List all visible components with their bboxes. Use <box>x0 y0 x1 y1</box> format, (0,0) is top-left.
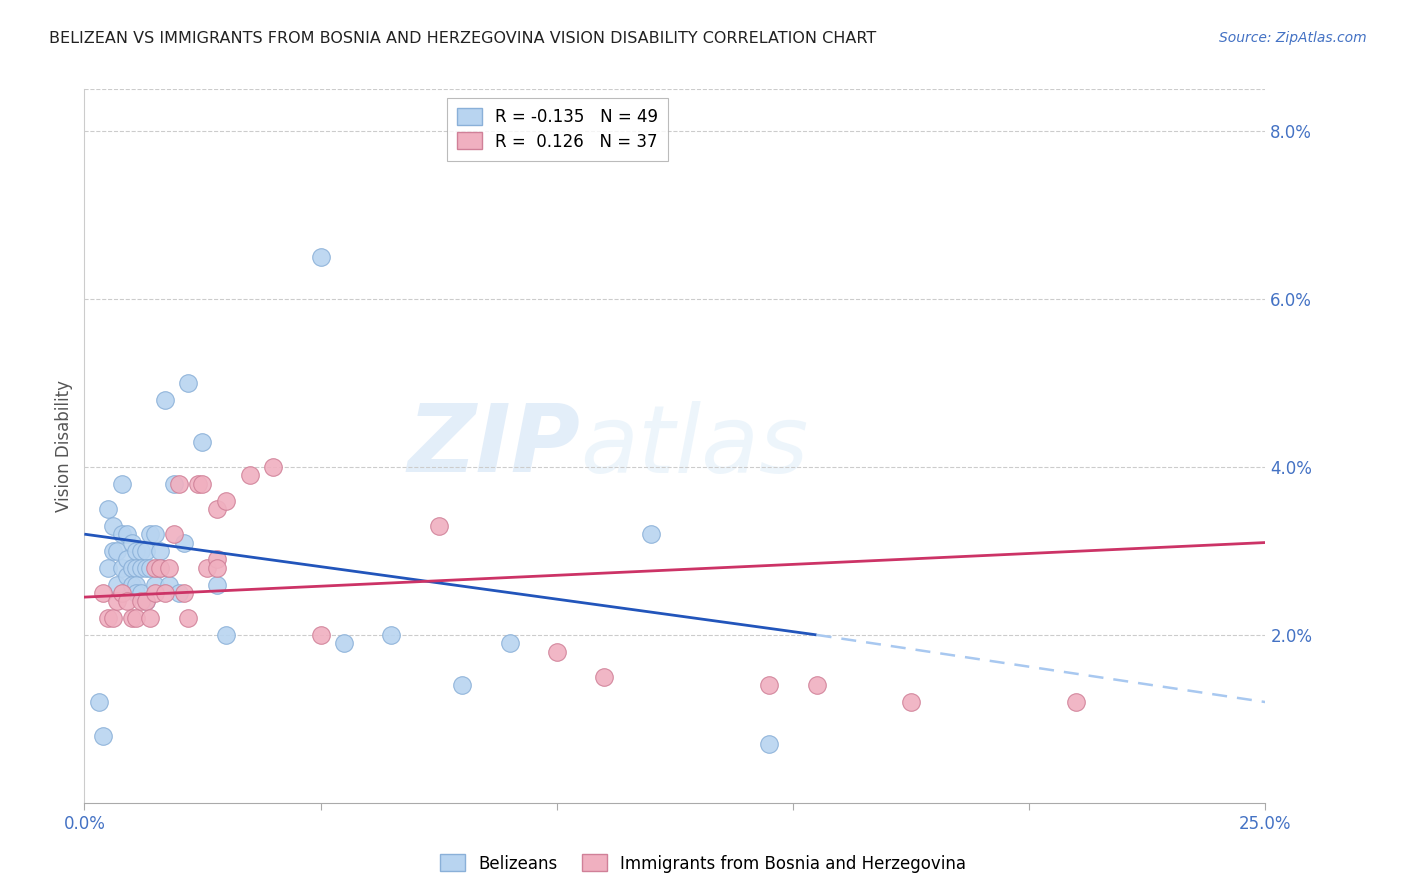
Point <box>121 535 143 549</box>
Point <box>125 611 148 625</box>
Point <box>129 560 152 574</box>
Point <box>215 628 238 642</box>
Point <box>239 468 262 483</box>
Point <box>167 476 190 491</box>
Point <box>498 636 520 650</box>
Point <box>125 577 148 591</box>
Point <box>153 586 176 600</box>
Point <box>177 611 200 625</box>
Point <box>380 628 402 642</box>
Point <box>157 577 180 591</box>
Text: BELIZEAN VS IMMIGRANTS FROM BOSNIA AND HERZEGOVINA VISION DISABILITY CORRELATION: BELIZEAN VS IMMIGRANTS FROM BOSNIA AND H… <box>49 31 876 46</box>
Point <box>149 544 172 558</box>
Point <box>758 678 780 692</box>
Point <box>758 737 780 751</box>
Point <box>129 544 152 558</box>
Point <box>87 695 110 709</box>
Legend: Belizeans, Immigrants from Bosnia and Herzegovina: Belizeans, Immigrants from Bosnia and He… <box>433 847 973 880</box>
Point <box>593 670 616 684</box>
Legend: R = -0.135   N = 49, R =  0.126   N = 37: R = -0.135 N = 49, R = 0.126 N = 37 <box>447 97 668 161</box>
Point <box>215 493 238 508</box>
Point <box>139 560 162 574</box>
Point <box>97 502 120 516</box>
Point <box>135 594 157 608</box>
Point <box>163 476 186 491</box>
Point <box>191 476 214 491</box>
Point <box>129 594 152 608</box>
Point <box>262 460 284 475</box>
Point <box>149 560 172 574</box>
Point <box>125 586 148 600</box>
Point <box>333 636 356 650</box>
Point <box>173 586 195 600</box>
Point <box>143 527 166 541</box>
Point <box>153 392 176 407</box>
Point <box>101 518 124 533</box>
Point <box>91 729 114 743</box>
Point <box>107 577 129 591</box>
Point <box>121 577 143 591</box>
Point <box>191 434 214 449</box>
Point <box>121 611 143 625</box>
Point <box>177 376 200 390</box>
Point <box>309 250 332 264</box>
Point <box>205 560 228 574</box>
Point <box>111 527 134 541</box>
Point <box>135 544 157 558</box>
Point <box>900 695 922 709</box>
Point <box>97 560 120 574</box>
Point <box>115 594 138 608</box>
Point <box>173 535 195 549</box>
Point <box>143 577 166 591</box>
Point <box>111 586 134 600</box>
Point <box>205 577 228 591</box>
Text: atlas: atlas <box>581 401 808 491</box>
Point <box>187 476 209 491</box>
Point <box>451 678 474 692</box>
Y-axis label: Vision Disability: Vision Disability <box>55 380 73 512</box>
Point <box>309 628 332 642</box>
Point <box>143 560 166 574</box>
Point <box>167 586 190 600</box>
Point <box>143 586 166 600</box>
Point <box>205 502 228 516</box>
Point <box>205 552 228 566</box>
Point <box>115 527 138 541</box>
Point <box>115 552 138 566</box>
Point <box>115 569 138 583</box>
Text: ZIP: ZIP <box>408 400 581 492</box>
Point <box>195 560 218 574</box>
Point <box>125 560 148 574</box>
Point <box>111 476 134 491</box>
Text: Source: ZipAtlas.com: Source: ZipAtlas.com <box>1219 31 1367 45</box>
Point <box>427 518 450 533</box>
Point <box>111 560 134 574</box>
Point <box>546 645 568 659</box>
Point <box>157 560 180 574</box>
Point <box>139 527 162 541</box>
Point <box>91 586 114 600</box>
Point <box>107 594 129 608</box>
Point <box>101 611 124 625</box>
Point <box>640 527 662 541</box>
Point <box>135 594 157 608</box>
Point <box>129 586 152 600</box>
Point <box>1066 695 1088 709</box>
Point <box>101 544 124 558</box>
Point <box>121 560 143 574</box>
Point <box>139 611 162 625</box>
Point <box>97 611 120 625</box>
Point <box>107 544 129 558</box>
Point <box>806 678 828 692</box>
Point <box>135 560 157 574</box>
Point <box>125 544 148 558</box>
Point <box>163 527 186 541</box>
Point <box>149 560 172 574</box>
